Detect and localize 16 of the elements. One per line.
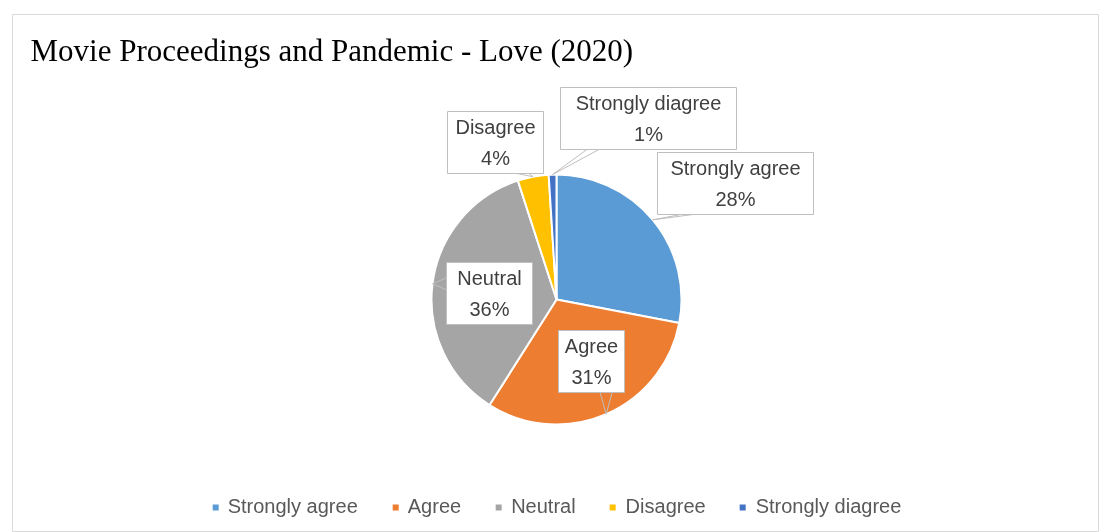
legend-label: Strongly agree	[227, 495, 358, 518]
legend-label: Strongly diagree	[755, 495, 902, 518]
legend-label: Neutral	[511, 495, 576, 518]
legend-label: Agree	[407, 495, 462, 518]
data-label: 31%	[571, 366, 612, 389]
slice-label: Agree	[564, 334, 619, 357]
legend-label: Disagree	[625, 495, 706, 518]
data-label: 36%	[469, 298, 510, 321]
chart-title: Movie Proceedings and Pandemic - Love (2020)	[30, 33, 634, 68]
data-label: 4%	[481, 147, 511, 170]
data-label: 1%	[634, 123, 664, 146]
slice-label: Neutral	[457, 266, 522, 289]
slice-label: Disagree	[455, 115, 536, 138]
data-label: 28%	[715, 188, 756, 211]
slice-label: Strongly diagree	[575, 91, 722, 114]
slice-label: Strongly agree	[670, 156, 801, 179]
